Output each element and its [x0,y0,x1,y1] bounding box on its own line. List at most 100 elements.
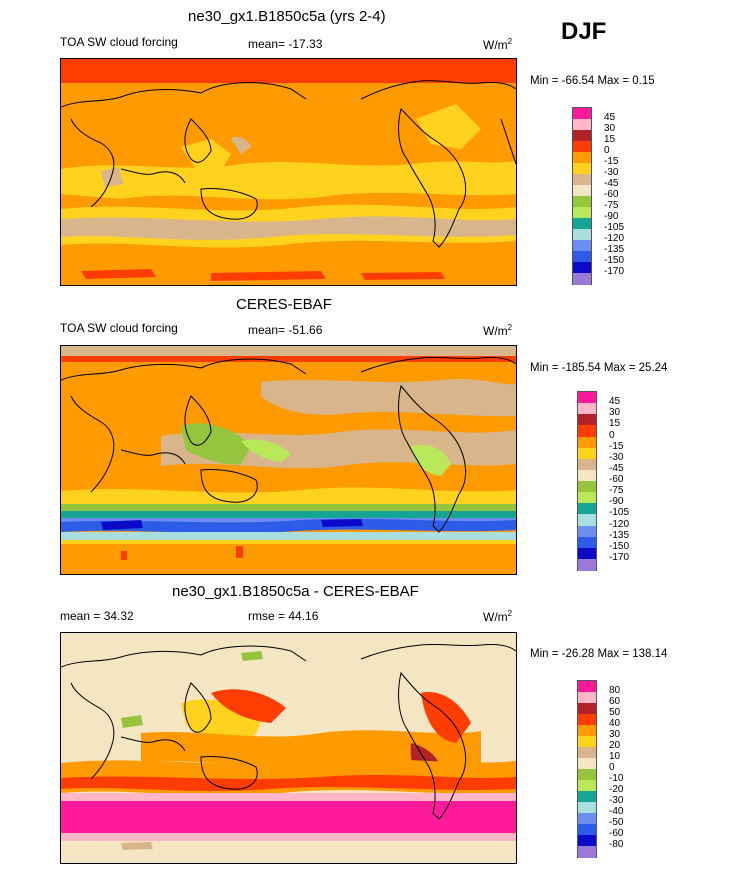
colorbar-tick-label: -80 [609,839,624,850]
colorbar-tick-label: -60 [604,189,619,200]
panel-1-colorbar [572,107,592,285]
colorbar-tick-label: -15 [604,156,619,167]
colorbar-swatch [573,141,591,153]
panel-1-colorbar-labels: 45 30 15 0 -15 -30 -45 -60 -75 -90 -105 -120 -135 -15… [604,107,644,283]
colorbar-tick-label: -150 [609,540,630,552]
panel-1-title: ne30_gx1.B1850c5a (yrs 2-4) [188,8,386,25]
panel-1-left-label: TOA SW cloud forcing [60,35,178,49]
colorbar-swatch [578,824,596,836]
colorbar-swatch [573,108,591,120]
colorbar-swatch [578,725,596,737]
colorbar-swatch [578,846,596,858]
colorbar-tick-label: 0 [609,762,615,773]
colorbar-tick-label: 30 [604,123,616,134]
colorbar-swatch [578,458,596,471]
colorbar-swatch [573,240,591,252]
panel-3-minmax: Min = -26.28 Max = 138.14 [530,648,668,660]
colorbar-tick-label: 15 [609,418,621,430]
colorbar-tick-label: 40 [609,718,621,729]
colorbar-swatch [578,558,596,571]
panel-2-title: CERES-EBAF [236,296,332,313]
colorbar-tick-label: 30 [609,729,621,740]
colorbar-tick-label: -105 [609,507,630,519]
colorbar-swatch [578,392,596,404]
colorbar-swatch [578,780,596,792]
colorbar-swatch [578,747,596,759]
colorbar-tick-label: -60 [609,828,624,839]
colorbar-tick-label: -135 [604,244,625,255]
colorbar-swatch [573,218,591,230]
colorbar-tick-label: -120 [609,518,630,530]
panel-2-left-label: TOA SW cloud forcing [60,321,178,335]
colorbar-tick-label: -30 [604,167,619,178]
panel-3-title: ne30_gx1.B1850c5a - CERES-EBAF [172,583,419,600]
colorbar-swatch [578,503,596,515]
colorbar-swatch [578,436,596,449]
colorbar-tick-label: -90 [609,496,624,508]
colorbar-swatch [578,681,596,693]
colorbar-swatch [578,447,596,460]
colorbar-tick-label: -30 [609,451,624,463]
colorbar-swatch [573,207,591,219]
colorbar-tick-label: -120 [604,233,625,244]
colorbar-swatch [578,425,596,437]
colorbar-tick-label: -170 [609,551,630,563]
panel-1-mean-label: mean= -17.33 [248,37,323,51]
panel-3-colorbar-labels: 80 60 50 40 30 20 10 0 -10 -20 -30 -40 -50 -60 -80 [609,680,649,856]
colorbar-tick-label: -10 [609,773,624,784]
colorbar-swatch [578,403,596,415]
tropical-band [61,161,516,200]
panel-3-map-svg [61,633,516,863]
colorbar-tick-label: -15 [609,440,624,452]
colorbar-tick-label: -45 [604,178,619,189]
panel-3-colorbar [577,680,597,858]
colorbar-tick-label: 60 [609,696,621,707]
panel-1-map [60,58,517,286]
colorbar-swatch [573,273,591,285]
colorbar-swatch [573,251,591,263]
colorbar-swatch [573,130,591,142]
colorbar-tick-label: -170 [604,266,625,277]
colorbar-tick-label: 20 [609,740,621,751]
colorbar-swatch [573,152,591,164]
colorbar-swatch [578,791,596,803]
panel-3-map [60,632,517,864]
colorbar-swatch [578,525,596,538]
panel-2-minmax: Min = -185.54 Max = 25.24 [530,362,668,374]
panel-2-units: W/m2 [483,323,513,338]
colorbar-tick-label: 15 [604,134,616,145]
colorbar-tick-label: 50 [609,707,621,718]
panel-2-map [60,345,517,575]
colorbar-tick-label: 80 [609,685,621,696]
colorbar-tick-label: 0 [609,429,615,441]
colorbar-tick-label: 45 [609,396,621,408]
season-label: DJF [561,18,607,45]
colorbar-swatch [578,514,596,526]
colorbar-tick-label: 10 [609,751,621,762]
colorbar-swatch [578,714,596,726]
panel-2-mean-label: mean= -51.66 [248,323,323,337]
colorbar-swatch [578,547,596,560]
colorbar-swatch [578,758,596,770]
colorbar-swatch [578,469,596,482]
colorbar-swatch [573,174,591,186]
panel-2-map-svg [61,346,516,574]
colorbar-swatch [578,802,596,814]
panel-3-rmse-label: rmse = 44.16 [248,609,319,623]
colorbar-tick-label: 30 [609,407,621,419]
colorbar-tick-label: -60 [609,474,624,485]
colorbar-swatch [578,536,596,549]
panel-1-map-svg [61,59,516,285]
colorbar-tick-label: 45 [604,112,616,123]
colorbar-tick-label: -75 [604,200,619,211]
colorbar-tick-label: -30 [609,795,624,806]
panel-2-colorbar-labels: 45 30 15 0 -15 -30 -45 -60 -75 -90 -105 -120 -135 -15… [609,391,649,569]
colorbar-swatch [578,414,596,426]
colorbar-tick-label: -40 [609,806,624,817]
colorbar-tick-label: -20 [609,784,624,795]
colorbar-swatch [578,703,596,715]
southern-tan-band [61,216,516,240]
colorbar-tick-label: 0 [604,145,610,156]
colorbar-swatch [573,163,591,175]
colorbar-swatch [573,119,591,131]
